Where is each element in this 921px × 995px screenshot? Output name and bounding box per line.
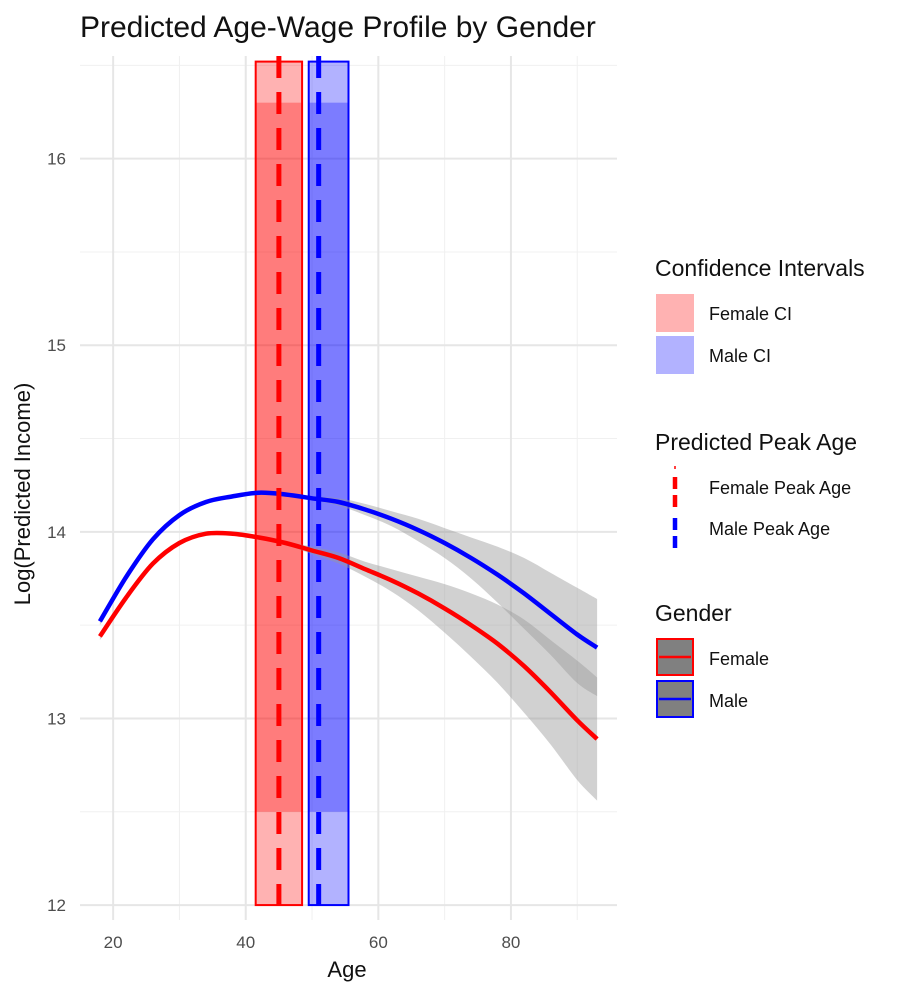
legend: Confidence Intervals Female CI Male CI P… <box>655 255 865 718</box>
confidence-bands <box>254 60 350 907</box>
y-tick-label: 14 <box>47 523 66 542</box>
y-tick-label: 12 <box>47 896 66 915</box>
male-ribbon <box>99 490 598 697</box>
x-tick-label: 60 <box>369 933 388 952</box>
peak-age-lines <box>276 56 322 920</box>
ci-legend-title: Confidence Intervals <box>655 255 865 281</box>
y-axis-title: Log(Predicted Income) <box>10 383 35 606</box>
y-tick-label: 16 <box>47 150 66 169</box>
x-tick-label: 40 <box>236 933 255 952</box>
female-ci-swatch <box>656 294 694 332</box>
female-ribbon <box>99 531 598 801</box>
smooth-ribbons <box>99 490 598 801</box>
male-ci-inner-band <box>308 102 349 812</box>
tick-labels: 20 40 60 80 12 13 14 15 16 <box>47 150 520 952</box>
male-ci-swatch <box>656 336 694 374</box>
x-axis-title: Age <box>327 957 366 982</box>
female-line <box>98 530 599 741</box>
female-label: Female <box>709 649 769 669</box>
peak-legend-title: Predicted Peak Age <box>655 429 857 455</box>
male-label: Male <box>709 691 748 711</box>
y-tick-label: 15 <box>47 336 66 355</box>
male-line <box>97 490 599 650</box>
gender-legend-title: Gender <box>655 600 732 626</box>
male-peak-label: Male Peak Age <box>709 519 830 539</box>
female-ci-label: Female CI <box>709 304 792 324</box>
x-tick-label: 20 <box>104 933 123 952</box>
male-ci-label: Male CI <box>709 346 771 366</box>
series-lines <box>97 490 599 741</box>
female-peak-label: Female Peak Age <box>709 478 851 498</box>
x-tick-label: 80 <box>501 933 520 952</box>
y-tick-label: 13 <box>47 709 66 728</box>
male-ci-outer-band <box>307 60 350 907</box>
chart-title: Predicted Age-Wage Profile by Gender <box>80 11 596 44</box>
